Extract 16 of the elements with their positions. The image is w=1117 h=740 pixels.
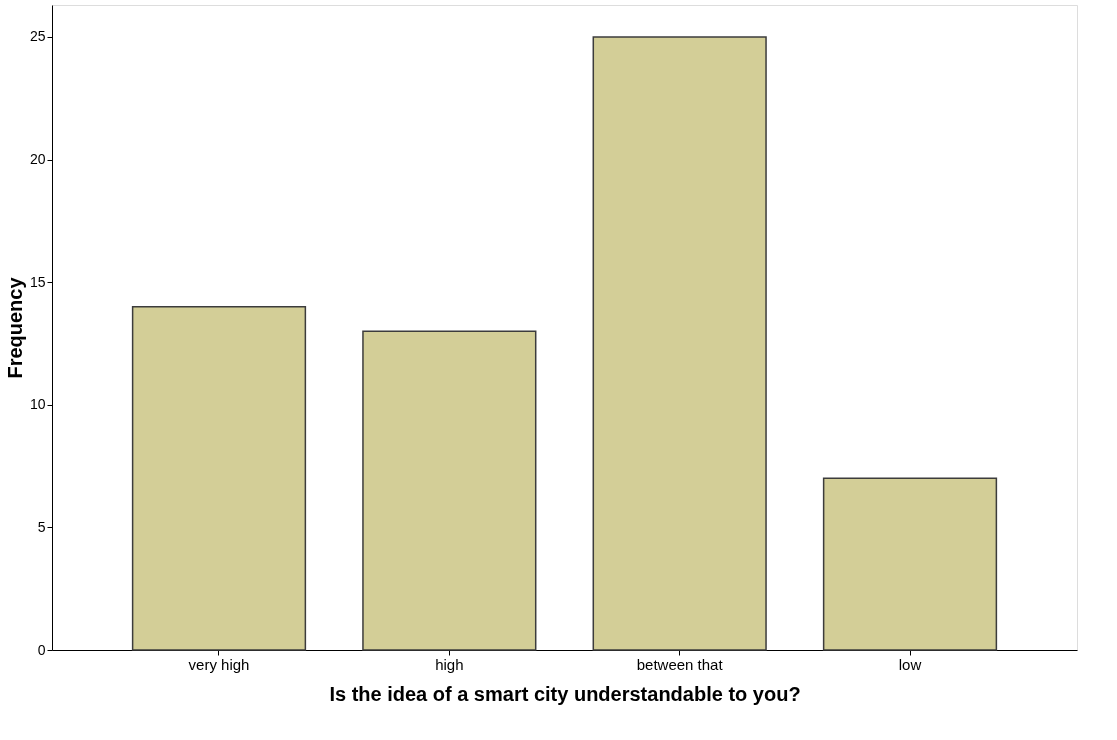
- y-tick-label: 0: [37, 641, 46, 658]
- y-tick-label: 10: [29, 396, 46, 413]
- x-tick-label: low: [898, 655, 922, 673]
- y-axis-title: Frequency: [3, 276, 26, 379]
- y-tick-label: 5: [37, 518, 46, 535]
- x-tick-label: very high: [188, 655, 250, 673]
- bar: [131, 305, 307, 651]
- x-tick-label: between that: [636, 655, 724, 673]
- bar: [592, 36, 767, 651]
- y-tick-label: 15: [29, 273, 46, 290]
- x-axis-title: Is the idea of a smart city understandable to you?: [329, 682, 801, 705]
- x-tick-label: high: [435, 655, 464, 673]
- bar: [822, 477, 998, 651]
- y-tick-label: 25: [29, 28, 46, 45]
- y-tick-label: 20: [29, 151, 46, 168]
- bar: [362, 330, 537, 651]
